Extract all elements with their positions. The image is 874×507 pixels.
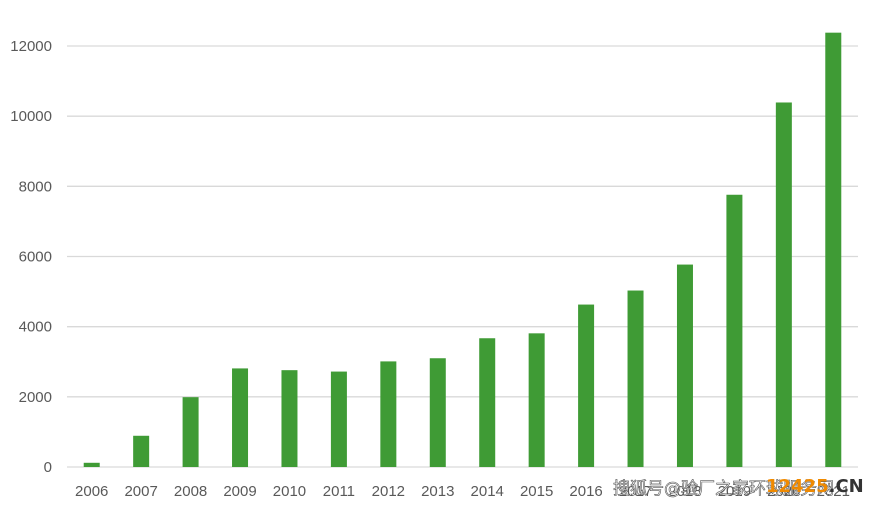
x-tick-label: 2019 bbox=[718, 483, 751, 500]
x-tick-label: 2012 bbox=[372, 483, 405, 500]
bar-2017 bbox=[627, 290, 644, 467]
bars bbox=[83, 32, 842, 468]
bar-2011 bbox=[330, 371, 347, 467]
x-tick-label: 2015 bbox=[520, 483, 553, 500]
bar-2019 bbox=[726, 194, 743, 467]
bar-2016 bbox=[578, 304, 595, 467]
y-tick-label: 2000 bbox=[19, 389, 52, 406]
x-tick-label: 2013 bbox=[421, 483, 454, 500]
x-tick-label: 2020 bbox=[767, 483, 800, 500]
bar-2015 bbox=[528, 333, 545, 467]
y-tick-label: 6000 bbox=[19, 249, 52, 266]
x-axis-ticks: 2006 2007 2008 2009 2010 2011 2012 2013 2014 2015… bbox=[75, 483, 850, 500]
y-axis-ticks: 0 2000 4000 6000 8000 10000 12000 bbox=[10, 38, 52, 476]
x-tick-label: 2017 bbox=[619, 483, 652, 500]
bar-2009 bbox=[232, 368, 249, 467]
watermark: 搜狐号@验厂之家环球服务网 12425.CN bbox=[613, 476, 864, 499]
x-tick-label: 2011 bbox=[323, 483, 355, 500]
x-tick-label: 2016 bbox=[569, 483, 602, 500]
x-tick-label: 2014 bbox=[471, 483, 504, 500]
bar-2018 bbox=[676, 264, 693, 467]
bar-2010 bbox=[281, 370, 298, 467]
bar-2013 bbox=[429, 358, 446, 467]
gridlines bbox=[67, 45, 858, 468]
watermark-text: 搜狐号@验厂之家环球服务网 bbox=[613, 479, 834, 499]
bar-2008 bbox=[182, 397, 199, 467]
bar-2021 bbox=[825, 32, 842, 467]
bar-2012 bbox=[380, 361, 397, 467]
x-tick-label: 2010 bbox=[273, 483, 306, 500]
bar-2014 bbox=[479, 338, 496, 467]
bar-2007 bbox=[133, 435, 150, 467]
x-tick-label: 2008 bbox=[174, 483, 207, 500]
y-tick-label: 0 bbox=[44, 459, 52, 476]
x-tick-label: 2021 bbox=[817, 483, 850, 500]
x-tick-label: 2007 bbox=[124, 483, 157, 500]
y-tick-label: 8000 bbox=[19, 178, 52, 195]
y-tick-label: 4000 bbox=[19, 319, 52, 336]
x-tick-label: 2018 bbox=[668, 483, 701, 500]
watermark-logo-number: 12425 bbox=[766, 476, 829, 497]
watermark-logo-suffix: .CN bbox=[829, 476, 864, 497]
y-tick-label: 12000 bbox=[10, 38, 52, 55]
y-tick-label: 10000 bbox=[10, 108, 52, 125]
x-tick-label: 2006 bbox=[75, 483, 108, 500]
x-tick-label: 2009 bbox=[223, 483, 256, 500]
bar-2020 bbox=[775, 102, 792, 468]
bar-2006 bbox=[83, 462, 100, 467]
watermark-logo: 12425.CN bbox=[766, 476, 864, 497]
